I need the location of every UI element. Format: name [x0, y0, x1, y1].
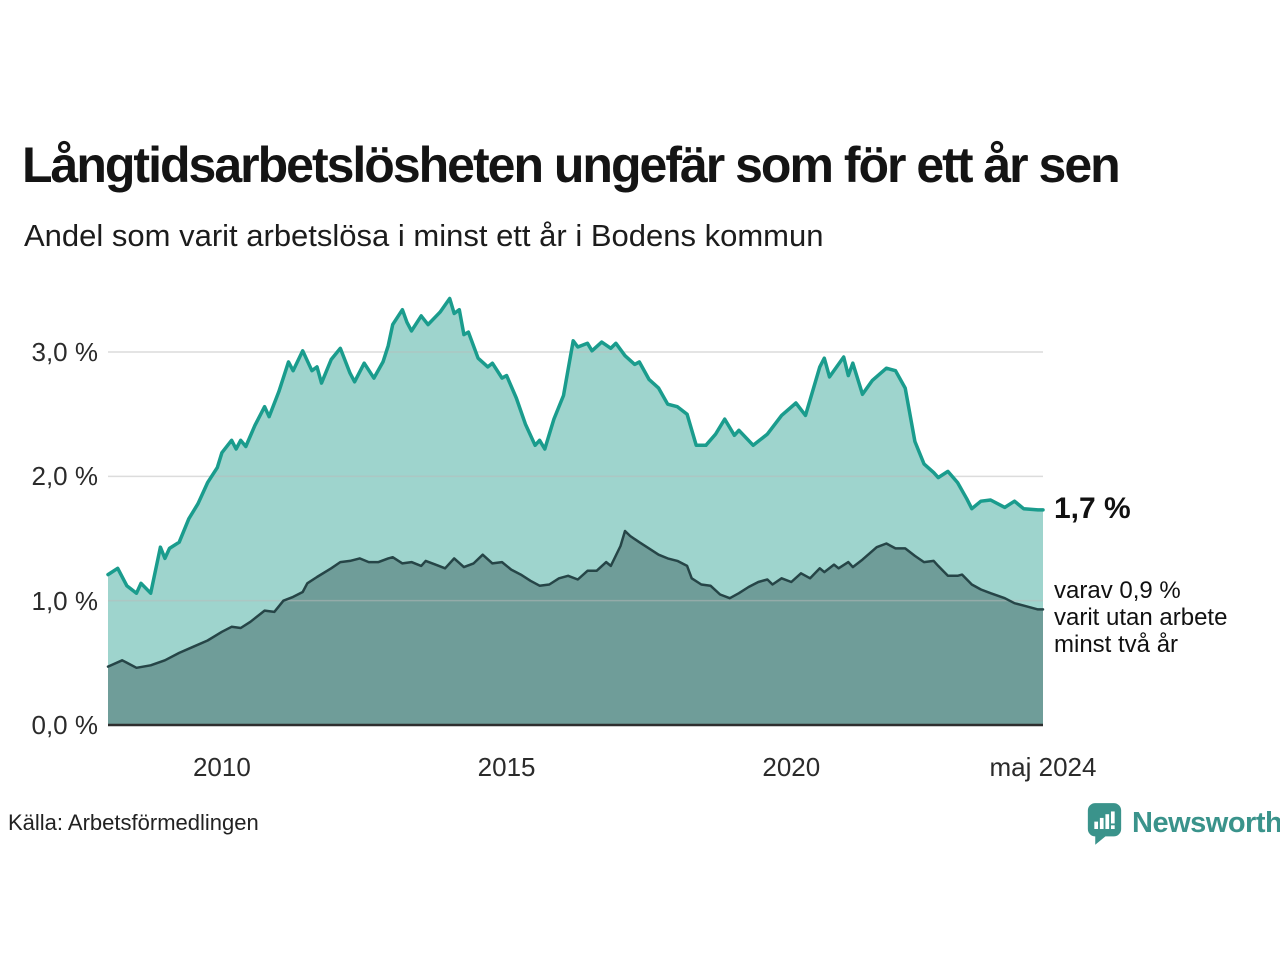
x-tick-label: 2010: [192, 752, 251, 782]
newsworthy-logo-icon: [1087, 803, 1122, 845]
chart-title: Långtidsarbetslösheten ungefär som för e…: [22, 137, 1121, 193]
series-line: [106, 529, 1045, 670]
newsworthy-logo: Newsworthy: [1086, 801, 1280, 845]
x-tick-label: 2020: [762, 752, 821, 782]
x-tick-label: 2015: [477, 752, 536, 782]
y-tick-label: 1,0 %: [31, 585, 99, 616]
annotation-line-2: varit utan arbete: [1054, 604, 1228, 631]
x-tick-label: maj 2024: [989, 752, 1097, 782]
area-fill: [108, 531, 1043, 725]
y-tick-label: 2,0 %: [31, 461, 99, 492]
latest-value-label: 1,7 %: [1054, 492, 1131, 525]
newsworthy-wordmark: Newsworthy: [1132, 806, 1280, 839]
annotation-line-3: minst två år: [1054, 631, 1179, 658]
source-attribution: Källa: Arbetsförmedlingen: [8, 810, 259, 835]
latest-sub-annotation: varav 0,9 % varit utan arbete minst två …: [1054, 577, 1227, 658]
y-tick-label: 0,0 %: [31, 710, 99, 740]
chart-subtitle: Andel som varit arbetslösa i minst ett å…: [24, 218, 824, 253]
y-tick-label: 3,0 %: [31, 337, 99, 367]
series-line: [106, 296, 1045, 595]
annotation-line-1: varav 0,9 %: [1054, 577, 1181, 604]
